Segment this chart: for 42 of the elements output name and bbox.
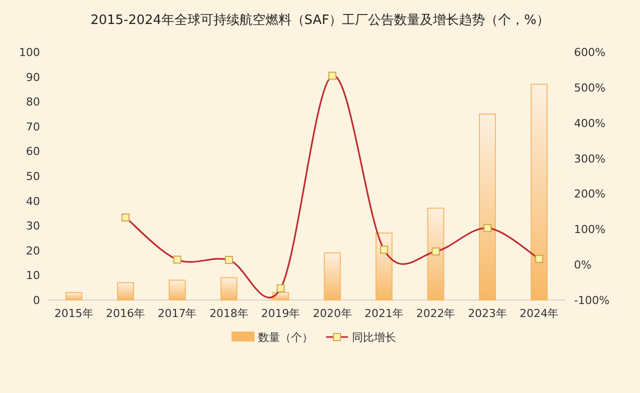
- bar: [168, 280, 186, 300]
- y2-tick-label: 100%: [574, 223, 606, 236]
- y-tick-label: 100: [19, 46, 40, 59]
- chart-title: 2015-2024年全球可持续航空燃料（SAF）工厂公告数量及增长趋势（个，%）: [90, 13, 550, 28]
- bar: [530, 84, 548, 300]
- y2-tick-label: 400%: [574, 116, 606, 130]
- y-tick-label: 40: [26, 194, 40, 208]
- bar: [272, 292, 290, 300]
- x-tick-label: 2024年: [520, 307, 559, 320]
- x-tick-label: 2021年: [364, 307, 404, 320]
- y-tick-label: 10: [26, 269, 40, 282]
- x-tick-label: 2015年: [54, 307, 94, 320]
- y-tick-label: 50: [26, 170, 40, 183]
- y-tick-label: 90: [26, 70, 40, 84]
- y-tick-label: 30: [26, 220, 40, 233]
- y-tick-label: 20: [26, 244, 40, 258]
- y2-tick-label: 0%: [574, 258, 592, 272]
- bar: [376, 232, 393, 300]
- y-tick-label: 80: [26, 96, 40, 109]
- bar: [324, 252, 341, 300]
- y-tick-label: 0: [33, 294, 40, 307]
- y2-tick-label: 500%: [574, 81, 606, 94]
- y-tick-label: 70: [26, 120, 40, 134]
- x-tick-label: 2020年: [312, 307, 352, 320]
- y2-tick-label: 300%: [574, 152, 606, 166]
- x-tick-label: 2019年: [261, 307, 300, 320]
- x-tick-label: 2017年: [158, 307, 197, 320]
- bar: [220, 277, 238, 300]
- bar: [478, 114, 496, 300]
- legend-label: 数量（个）: [258, 331, 313, 344]
- bar: [427, 208, 444, 300]
- y2-tick-label: 200%: [574, 188, 606, 201]
- y-tick-label: 60: [26, 145, 40, 158]
- x-tick-label: 2018年: [209, 307, 248, 320]
- y2-tick-label: 600%: [574, 46, 606, 59]
- bar: [117, 282, 134, 300]
- y2-tick-label: -100%: [574, 294, 610, 307]
- legend-label: 同比增长: [352, 331, 396, 344]
- bar: [65, 292, 82, 300]
- x-tick-label: 2022年: [416, 307, 456, 320]
- x-tick-label: 2023年: [468, 307, 507, 320]
- x-tick-label: 2016年: [106, 307, 146, 320]
